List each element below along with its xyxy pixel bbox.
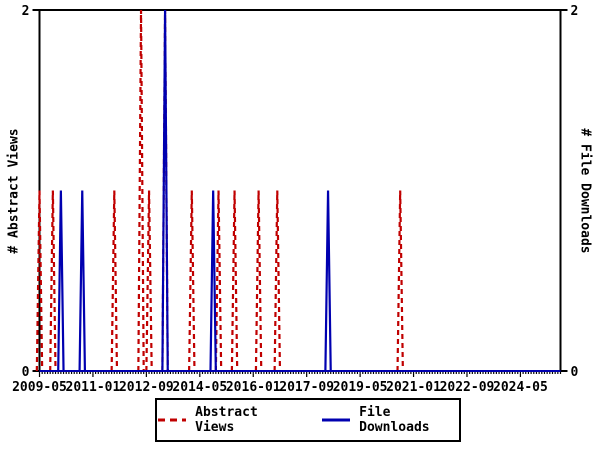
abstract-views-spike bbox=[273, 190, 282, 372]
x-tick-label: 2017-09 bbox=[279, 380, 334, 395]
legend: Abstract Views File Downloads bbox=[155, 398, 461, 442]
x-tick-label: 2009-05 bbox=[12, 380, 67, 395]
abstract-views-spike bbox=[35, 190, 44, 372]
abstract-views-spike bbox=[49, 190, 57, 372]
x-tick-label: 2012-09 bbox=[119, 380, 174, 395]
abstract-views-line-sample bbox=[158, 418, 187, 422]
y-left-tick-label: 0 bbox=[22, 365, 30, 380]
y-left-tick-label: 2 bbox=[22, 4, 30, 19]
abstract-views-spike bbox=[188, 190, 196, 372]
right-axis-title: # File Downloads bbox=[577, 128, 593, 254]
abstract-views-spike bbox=[137, 9, 145, 372]
x-tick-label: 2011-01 bbox=[66, 380, 121, 395]
abstract-views-spike bbox=[396, 190, 404, 372]
file-downloads-spike bbox=[57, 190, 65, 372]
x-tick-label: 2021-01 bbox=[386, 380, 441, 395]
plot-border bbox=[38, 9, 562, 372]
legend-item-abstract-views: Abstract Views bbox=[157, 405, 295, 435]
x-tick-label: 2014-05 bbox=[172, 380, 227, 395]
abstract-views-spike bbox=[145, 190, 153, 372]
abstract-views-spike bbox=[254, 190, 263, 372]
file-downloads-line-sample bbox=[322, 418, 351, 422]
x-tick-label: 2024-05 bbox=[493, 380, 548, 395]
legend-item-file-downloads: File Downloads bbox=[321, 405, 459, 435]
file-downloads-spike bbox=[324, 190, 332, 372]
left-axis-title: # Abstract Views bbox=[6, 128, 22, 254]
file-downloads-spike bbox=[209, 190, 217, 372]
abstract-views-spike bbox=[110, 190, 119, 372]
y-right-tick-label: 0 bbox=[571, 365, 579, 380]
legend-label-abstract-views: Abstract Views bbox=[195, 405, 258, 435]
file-downloads-spike bbox=[78, 190, 87, 372]
x-tick-label: 2022-09 bbox=[440, 380, 495, 395]
abstract-views-spike bbox=[214, 190, 223, 372]
abstract-views-spike bbox=[230, 190, 239, 372]
y-right-tick-label: 2 bbox=[571, 4, 579, 19]
legend-label-file-downloads: File Downloads bbox=[359, 405, 430, 435]
x-tick-label: 2016-01 bbox=[226, 380, 281, 395]
file-downloads-spike bbox=[161, 9, 169, 372]
x-tick-label: 2019-05 bbox=[333, 380, 388, 395]
